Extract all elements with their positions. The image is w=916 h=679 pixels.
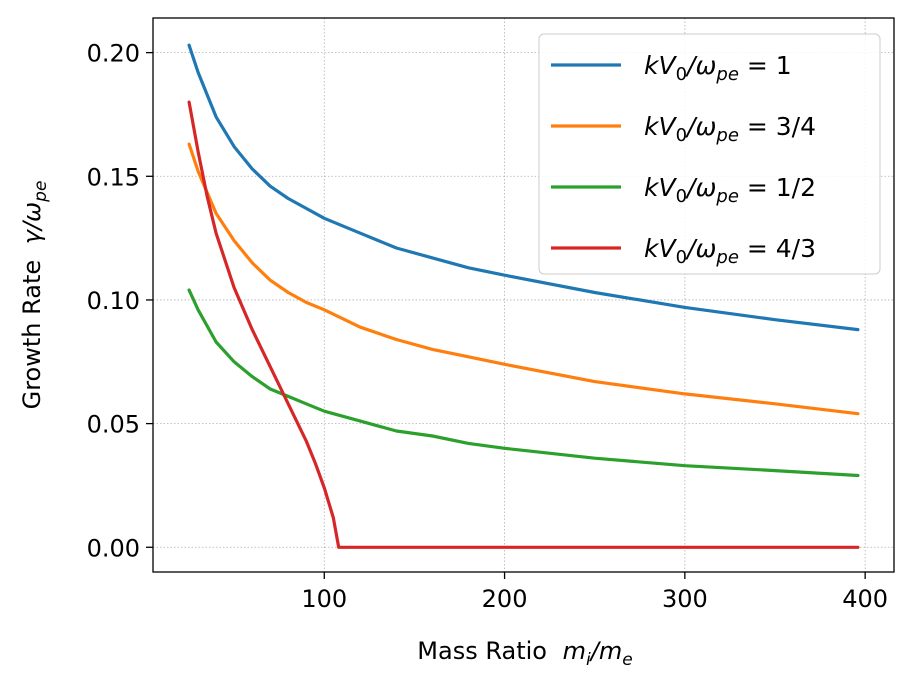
legend-item-4: kV0/ωpe = 4/3 bbox=[551, 234, 816, 268]
legend-label: kV0/ωpe = 3/4 bbox=[644, 112, 816, 146]
legend-label: kV0/ωpe = 1 bbox=[644, 51, 792, 85]
y-tick-label: 0.05 bbox=[87, 411, 140, 439]
legend-label: kV0/ωpe = 4/3 bbox=[644, 234, 816, 268]
y-tick-label: 0.10 bbox=[87, 287, 140, 315]
y-tick-label: 0.20 bbox=[87, 40, 140, 68]
series-layer bbox=[187, 43, 860, 549]
legend-item-2: kV0/ωpe = 3/4 bbox=[551, 112, 816, 146]
series-line-2 bbox=[187, 142, 860, 416]
legend-box bbox=[538, 33, 881, 275]
ticks: 100 200 300 400 0.00 0.05 0.10 0.15 0.20 bbox=[87, 40, 888, 613]
x-tick-label: 400 bbox=[842, 585, 888, 613]
legend-item-1: kV0/ωpe = 1 bbox=[551, 51, 792, 85]
x-tick-label: 200 bbox=[482, 585, 528, 613]
legend: kV0/ωpe = 1 kV0/ωpe = 3/4 kV0/ωpe = 1/2 kV0… bbox=[538, 33, 881, 275]
plot-frame bbox=[152, 17, 895, 573]
x-tick-label: 300 bbox=[662, 585, 708, 613]
series-line-1 bbox=[187, 43, 860, 332]
y-axis-label: Growth Rate γ/ωpe bbox=[18, 181, 51, 410]
y-tick-label: 0.00 bbox=[87, 534, 140, 562]
x-axis-label: Mass Ratio mi/me bbox=[417, 637, 632, 670]
x-tick-label: 100 bbox=[301, 585, 347, 613]
series-line-4 bbox=[187, 100, 860, 549]
y-tick-label: 0.15 bbox=[87, 163, 140, 191]
legend-item-3: kV0/ωpe = 1/2 bbox=[551, 173, 816, 207]
legend-label: kV0/ωpe = 1/2 bbox=[644, 173, 816, 207]
series-line-3 bbox=[187, 288, 860, 478]
